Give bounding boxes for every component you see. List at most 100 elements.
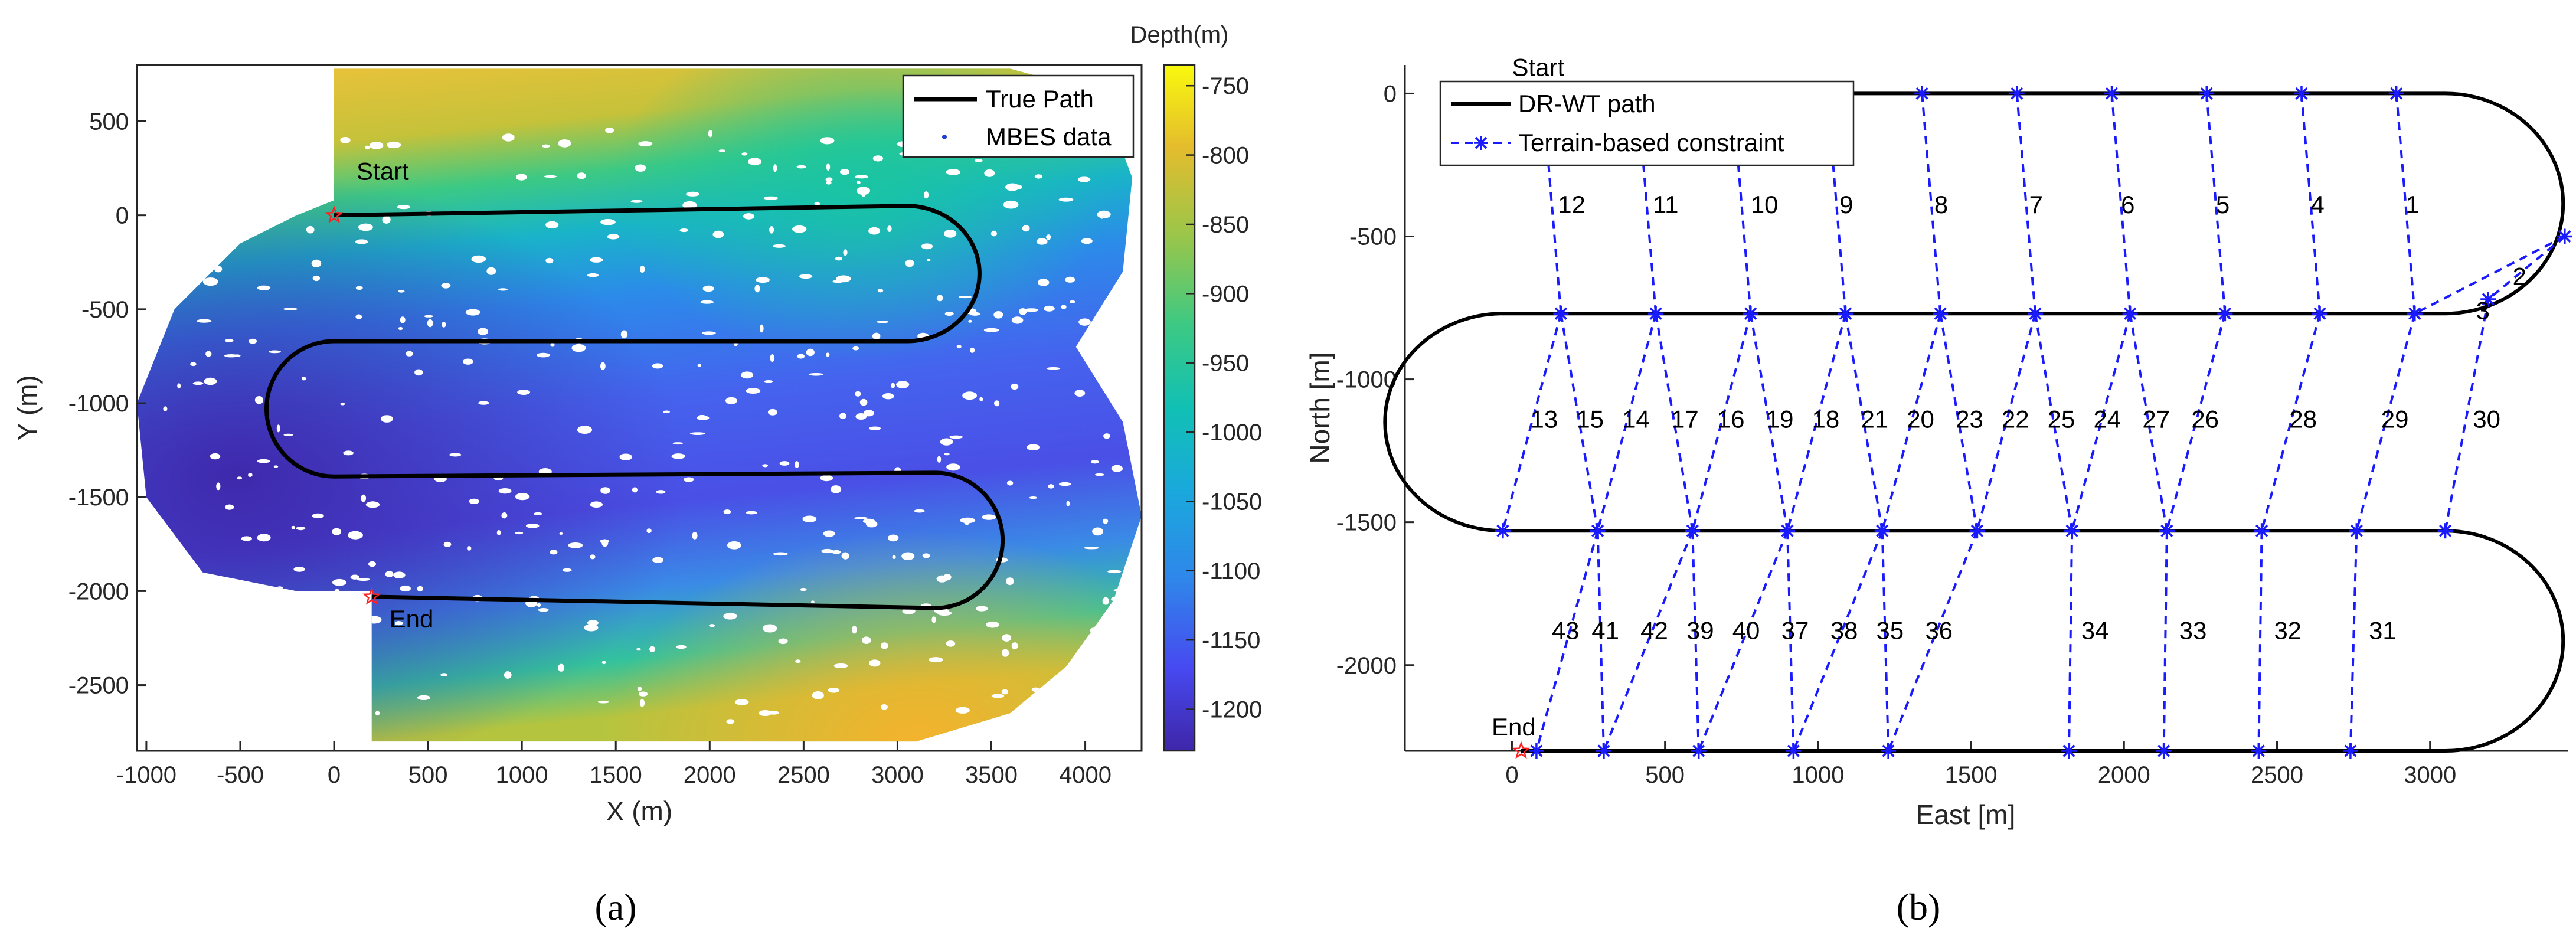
- gap-speck: [498, 288, 508, 291]
- gap-speck: [538, 608, 549, 612]
- x-ticks-b: 0 500 1000 1500 2000 2500 3000: [1505, 741, 2456, 788]
- gap-speck: [936, 575, 947, 583]
- gap-speck: [968, 319, 972, 323]
- gap-speck: [639, 699, 645, 707]
- gap-speck: [471, 255, 486, 263]
- x-tick-label-b: 0: [1505, 762, 1518, 788]
- colorbar-title: Depth(m): [1130, 22, 1229, 48]
- gap-speck: [277, 599, 286, 603]
- gap-speck: [646, 528, 652, 534]
- start-annotation-b: Start: [1512, 53, 1564, 81]
- gap-speck: [982, 514, 996, 520]
- asterisk-marker-icon: [2349, 523, 2365, 539]
- gap-speck: [254, 396, 264, 404]
- gap-speck: [700, 300, 714, 304]
- gap-speck: [180, 583, 189, 591]
- gap-speck: [190, 362, 197, 367]
- gap-speck: [196, 319, 212, 323]
- gap-speck: [832, 280, 844, 283]
- gap-speck: [350, 702, 360, 708]
- gap-speck: [944, 230, 957, 238]
- gap-speck: [577, 172, 586, 179]
- gap-speck: [382, 215, 391, 224]
- gap-speck: [683, 477, 694, 482]
- gap-speck: [225, 504, 234, 510]
- gap-speck: [600, 539, 609, 544]
- gap-speck: [1011, 384, 1016, 389]
- gap-speck: [232, 720, 244, 724]
- gap-speck: [929, 657, 943, 663]
- constraint-label-23: 23: [1956, 405, 1983, 433]
- gap-speck: [386, 141, 401, 149]
- constraint-line-20: [1881, 313, 1942, 531]
- gap-speck: [914, 509, 925, 513]
- x-tick-label-b: 2500: [2251, 762, 2303, 788]
- gap-speck: [600, 362, 606, 370]
- gap-speck: [697, 364, 701, 367]
- gap-speck: [833, 663, 848, 668]
- gap-speck: [1019, 308, 1027, 315]
- gap-speck: [635, 164, 646, 172]
- asterisk-marker-icon: [1596, 743, 1611, 759]
- constraint-label-37: 37: [1781, 617, 1809, 645]
- gap-speck: [926, 259, 931, 262]
- gap-speck: [636, 648, 641, 651]
- constraint-label-34: 34: [2081, 617, 2109, 645]
- gap-speck: [825, 177, 833, 182]
- gap-speck: [204, 377, 217, 385]
- gap-speck: [901, 552, 915, 560]
- gap-speck: [863, 410, 874, 417]
- y-tick-label-b: -500: [1349, 224, 1397, 250]
- constraint-line-29: [2355, 313, 2416, 531]
- constraint-line-34: [2067, 531, 2074, 751]
- gap-speck: [671, 453, 685, 459]
- gap-speck: [375, 711, 380, 716]
- gap-speck: [525, 524, 540, 528]
- gap-speck: [865, 520, 878, 528]
- gap-speck: [241, 654, 254, 661]
- gap-speck: [759, 710, 772, 716]
- gap-speck: [245, 583, 256, 590]
- gap-speck: [944, 311, 954, 316]
- gap-speck: [237, 476, 243, 480]
- gap-speck: [355, 239, 368, 244]
- x-tick-label-a: 1500: [590, 762, 642, 788]
- gap-speck: [723, 613, 737, 620]
- constraint-line-42: [1603, 530, 1694, 751]
- asterisk-marker-icon: [2061, 743, 2077, 759]
- gap-speck: [171, 223, 187, 230]
- gap-speck: [257, 285, 271, 290]
- constraint-label-20: 20: [1907, 405, 1934, 433]
- gap-speck: [802, 515, 817, 522]
- gap-speck: [1102, 597, 1109, 605]
- gap-speck: [872, 155, 884, 162]
- asterisk-marker-icon: [2251, 743, 2267, 759]
- gap-speck: [1075, 678, 1081, 681]
- constraint-label-29: 29: [2381, 405, 2409, 433]
- gap-speck: [343, 450, 354, 456]
- gap-speck: [991, 694, 1005, 698]
- asterisk-marker-icon: [1881, 743, 1897, 759]
- gap-speck: [1097, 652, 1109, 658]
- gap-speck: [332, 578, 346, 586]
- x-tick-label-a: 500: [408, 762, 448, 788]
- gap-speck: [826, 352, 830, 357]
- gap-speck: [161, 280, 170, 284]
- gap-speck: [163, 406, 168, 411]
- asterisk-marker-icon: [1780, 523, 1796, 539]
- gap-speck: [882, 393, 894, 400]
- constraint-label-43: 43: [1552, 617, 1580, 645]
- gap-speck: [1045, 708, 1060, 712]
- asterisk-marker-icon: [2104, 86, 2120, 102]
- gap-speck: [1081, 238, 1093, 244]
- gap-speck: [1090, 627, 1100, 634]
- gap-speck: [279, 672, 295, 679]
- gap-speck: [449, 453, 462, 457]
- gap-speck: [652, 557, 664, 563]
- gap-speck: [311, 259, 322, 267]
- colorbar-tick-label: -750: [1202, 73, 1249, 99]
- end-annotation-b: End: [1492, 713, 1536, 741]
- gap-speck: [931, 616, 936, 623]
- y-tick-label-b: -1000: [1336, 367, 1397, 393]
- gap-speck: [325, 672, 332, 679]
